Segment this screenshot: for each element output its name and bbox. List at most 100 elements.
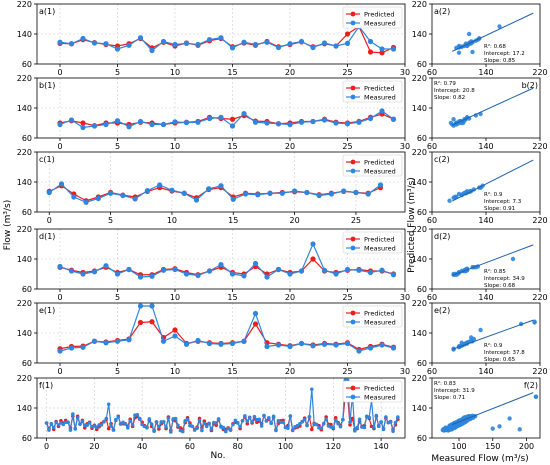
scatter-point: [507, 416, 512, 421]
slope: Slope: 0.65: [484, 357, 516, 363]
y-tick-label: 140: [412, 404, 427, 413]
y-tick-label: 60: [22, 134, 32, 143]
measured-point: [126, 124, 132, 130]
y-tick-label: 140: [17, 255, 32, 264]
measured-point: [250, 420, 254, 424]
measured-point: [116, 415, 121, 419]
measured-point: [310, 118, 316, 125]
measured-point: [126, 266, 132, 273]
measured-point: [231, 422, 235, 427]
y-tick-label: 220: [17, 0, 32, 9]
measured-point: [333, 418, 338, 423]
measured-point: [281, 420, 285, 425]
measured-point: [128, 419, 132, 423]
measured-point: [135, 412, 140, 417]
x-tick-label: 5: [115, 142, 120, 151]
slope: Slope: 0.82: [434, 95, 465, 101]
measured-point: [235, 421, 240, 425]
measured-point: [114, 118, 121, 124]
measured-point: [57, 348, 63, 354]
legend-swatch-marker: [350, 236, 356, 242]
measured-point: [288, 414, 293, 418]
measured-point: [252, 414, 257, 419]
measured-point: [255, 192, 261, 198]
measured-point: [132, 196, 138, 202]
measured-point: [390, 116, 397, 122]
measured-point: [104, 416, 109, 421]
x-tick-label: 60: [427, 216, 437, 225]
panel-label: f(1): [39, 381, 53, 390]
measured-point: [310, 241, 316, 247]
x-tick-label: 10: [167, 216, 177, 225]
scatter-point: [452, 194, 458, 200]
measured-point: [357, 417, 362, 422]
x-tick-label: 30: [400, 367, 410, 376]
measured-point: [379, 108, 385, 114]
y-tick-label: 220: [412, 0, 427, 9]
measured-point: [344, 121, 351, 127]
measured-point: [126, 337, 132, 343]
measured-point: [114, 46, 121, 52]
measured-point: [46, 189, 52, 196]
intercept: Intercept: 34.9: [484, 276, 525, 282]
measured-point: [348, 420, 352, 425]
measured-point: [195, 119, 201, 125]
measured-point: [71, 194, 77, 200]
measured-point: [183, 120, 190, 126]
panel-label: b(2): [522, 81, 538, 90]
measured-point: [266, 415, 271, 420]
measured-point: [195, 41, 201, 48]
x-tick-label: 140: [373, 442, 388, 451]
measured-point: [321, 117, 328, 123]
predicted-line: [59, 258, 394, 276]
x-tick-label: 20: [285, 68, 295, 77]
legend-swatch-marker: [350, 11, 356, 17]
predicted-point: [80, 120, 86, 126]
measured-point: [152, 429, 156, 434]
fit-line: [452, 159, 534, 202]
x-tick-label: 220: [532, 68, 547, 77]
measured-point: [183, 341, 190, 347]
scatter-point: [463, 419, 468, 424]
measured-point: [71, 412, 75, 416]
measured-point: [391, 429, 395, 434]
measured-point: [344, 266, 351, 273]
predicted-line: [49, 185, 381, 202]
measured-point: [242, 191, 249, 197]
x-tick-label: 200: [519, 442, 534, 451]
y-tick-label: 60: [417, 285, 427, 294]
x-tick-label: 25: [342, 367, 352, 376]
slope: Slope: 0.68: [484, 283, 516, 289]
measured-point: [372, 425, 376, 430]
measured-point: [68, 41, 75, 47]
measured-point: [388, 420, 393, 424]
measured-point: [161, 420, 166, 424]
measured-point: [316, 192, 322, 199]
measured-point: [172, 41, 178, 48]
measured-point: [154, 420, 159, 424]
x-tick-label: 0: [57, 68, 62, 77]
measured-point: [379, 46, 385, 52]
measured-point: [160, 38, 167, 45]
x-tick-label: 140: [478, 293, 493, 302]
measured-point: [223, 429, 228, 434]
measured-point: [160, 338, 167, 344]
legend-label: Measured: [364, 319, 396, 327]
x-tick-label: 60: [427, 293, 437, 302]
measured-point: [324, 417, 328, 422]
legend-swatch-marker: [350, 245, 356, 251]
measured-point: [310, 44, 316, 51]
legend-label: Predicted: [364, 11, 395, 19]
measured-point: [298, 340, 305, 347]
x-tick-label: 10: [170, 293, 180, 302]
measured-point: [114, 271, 121, 277]
y-tick-label: 220: [412, 225, 427, 234]
measured-point: [331, 425, 336, 430]
x-tick-label: 20: [285, 367, 295, 376]
measured-point: [362, 425, 367, 430]
x-tick-label: 25: [342, 293, 352, 302]
measured-point: [241, 338, 247, 344]
measured-point: [206, 186, 212, 192]
